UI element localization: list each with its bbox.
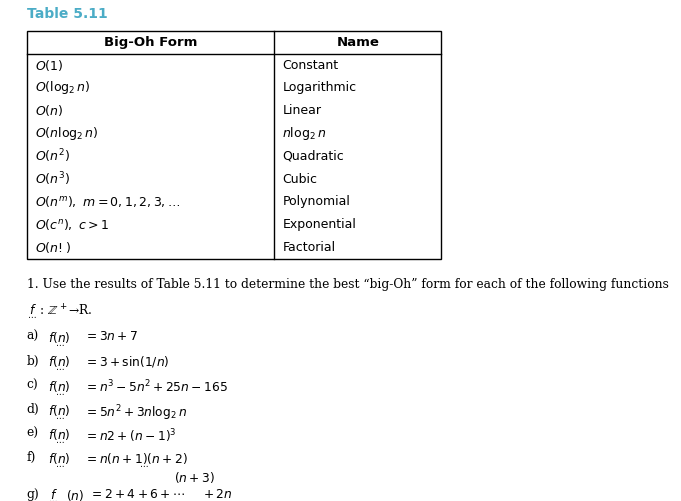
Text: a): a) [27, 330, 39, 343]
Text: $\underset{\cdots}{f(n)}$: $\underset{\cdots}{f(n)}$ [48, 379, 71, 395]
Text: Logarithmic: Logarithmic [283, 81, 356, 94]
Text: $O(n)$: $O(n)$ [35, 103, 63, 118]
Text: g): g) [27, 487, 39, 500]
Text: b): b) [27, 355, 39, 367]
Text: f): f) [27, 451, 36, 464]
Text: Name: Name [336, 36, 379, 49]
Text: $= 3 + \sin(1/n)$: $= 3 + \sin(1/n)$ [84, 355, 169, 369]
Text: $O(n^3)$: $O(n^3)$ [35, 170, 69, 188]
Text: $O(n!)$: $O(n!)$ [35, 240, 71, 255]
Text: $\underset{\cdots}{f(n)}$: $\underset{\cdots}{f(n)}$ [48, 330, 71, 347]
Text: $O(1)$: $O(1)$ [35, 58, 63, 73]
Text: c): c) [27, 379, 39, 392]
Text: $n\log_2 n$: $n\log_2 n$ [283, 125, 326, 142]
Text: Linear: Linear [283, 104, 321, 117]
Text: $(n)$: $(n)$ [65, 487, 84, 501]
Text: $= 2 + 4 + 6 + \cdots\ \ \ \ + 2n$: $= 2 + 4 + 6 + \cdots\ \ \ \ + 2n$ [89, 487, 232, 500]
Text: $\underset{\cdots}{f}$: $\underset{\cdots}{f}$ [48, 487, 58, 501]
Text: 1. Use the results of Table 5.11 to determine the best “big-Oh” form for each of: 1. Use the results of Table 5.11 to dete… [27, 278, 669, 291]
Text: $= n2 + (n-1)^3$: $= n2 + (n-1)^3$ [84, 427, 176, 445]
Text: $\underset{\cdots}{f(n)}$: $\underset{\cdots}{f(n)}$ [48, 451, 71, 468]
Text: $\underset{\cdots}{f(n)}$: $\underset{\cdots}{f(n)}$ [48, 355, 71, 371]
Text: $\underset{\cdots}{f(n)}$: $\underset{\cdots}{f(n)}$ [48, 403, 71, 420]
Text: e): e) [27, 427, 39, 440]
Text: Big-Oh Form: Big-Oh Form [104, 36, 197, 49]
Text: Table 5.11: Table 5.11 [27, 8, 108, 22]
Text: $O(n\log_2 n)$: $O(n\log_2 n)$ [35, 125, 98, 142]
Text: $\underset{\cdots}{f}$ : $\mathbb{Z}^+$→R.: $\underset{\cdots}{f}$ : $\mathbb{Z}^+$→… [27, 303, 93, 320]
Text: Constant: Constant [283, 59, 338, 72]
Text: $O(\log_2 n)$: $O(\log_2 n)$ [35, 79, 91, 96]
Text: $= \underset{\cdots}{n(n+1)(n+2)}$: $= \underset{\cdots}{n(n+1)(n+2)}$ [84, 451, 187, 468]
Text: Polynomial: Polynomial [283, 195, 350, 208]
Text: d): d) [27, 403, 39, 416]
Text: Factorial: Factorial [283, 241, 336, 254]
Text: $O(n^2)$: $O(n^2)$ [35, 147, 69, 165]
Text: Quadratic: Quadratic [283, 150, 344, 163]
Text: Cubic: Cubic [283, 173, 317, 186]
Text: $(n+3)$: $(n+3)$ [174, 469, 215, 484]
Text: $O(c^n),\ c>1$: $O(c^n),\ c>1$ [35, 217, 109, 232]
Bar [27, 31, 441, 259]
Text: $= n^3 - 5n^2 + 25n - 165$: $= n^3 - 5n^2 + 25n - 165$ [84, 379, 227, 395]
Text: $= 3n + 7$: $= 3n + 7$ [84, 330, 138, 343]
Text: Exponential: Exponential [283, 218, 356, 231]
Text: $\underset{\cdots}{f(n)}$: $\underset{\cdots}{f(n)}$ [48, 427, 71, 444]
Text: $O(n^m),\ m=0,1,2,3,\ldots$: $O(n^m),\ m=0,1,2,3,\ldots$ [35, 194, 180, 209]
Text: $= 5n^2 + 3n\log_2 n$: $= 5n^2 + 3n\log_2 n$ [84, 403, 187, 422]
